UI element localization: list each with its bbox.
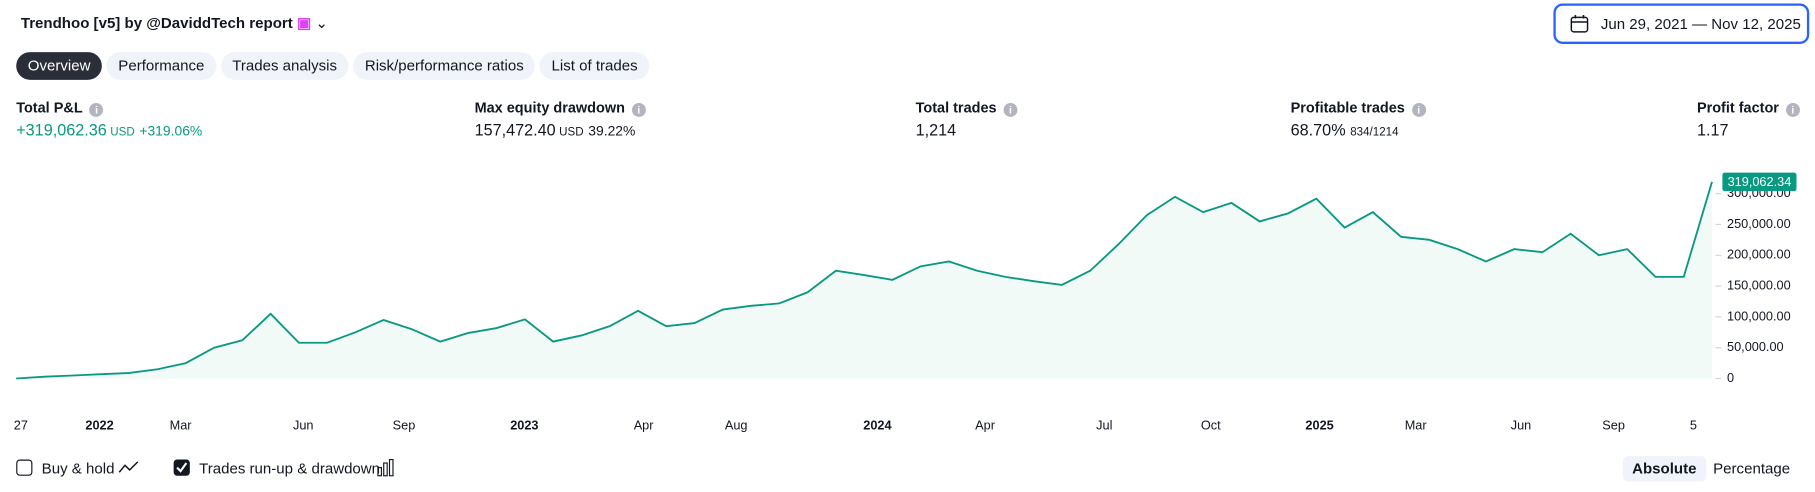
metric-label: Profit factor i (1697, 100, 1800, 117)
x-tick-label: 5 (1690, 417, 1697, 432)
metric-label: Total P&L i (16, 99, 104, 117)
metric-label-text: Profitable trades (1290, 99, 1405, 116)
x-tick-label: Sep (393, 417, 416, 432)
equity-line (16, 181, 1713, 380)
metric-sub: +319.06% (139, 122, 203, 139)
info-icon[interactable]: i (1411, 103, 1426, 117)
metric-sub: 39.22% (588, 122, 636, 139)
metric-label-text: Max equity drawdown (474, 99, 625, 116)
chevron: ⌄ (315, 13, 329, 32)
calendar-icon (1570, 15, 1589, 33)
metric-value-text: 1,214 (915, 120, 957, 139)
metric-label-text: Total P&L (16, 99, 83, 116)
absolute-toggle[interactable]: Absolute (1622, 456, 1706, 482)
x-tick-label: 2024 (863, 417, 891, 432)
metric-value: +319,062.36 USD +319.06% (16, 120, 202, 139)
info-icon[interactable]: i (1785, 103, 1800, 117)
metric-label: Total trades i (916, 100, 1018, 117)
y-tick-label: 200,000.00 (1727, 247, 1791, 262)
metric-label: Max equity drawdown i (475, 100, 646, 117)
x-tick-label: Jun (1511, 417, 1532, 432)
metric-label-text: Profit factor (1696, 99, 1779, 116)
tab[interactable]: Performance (106, 52, 217, 80)
calendar-icon: ▣ (296, 13, 312, 32)
x-tick-label: 2025 (1305, 417, 1333, 432)
metric-label-text: Total trades (915, 99, 997, 116)
y-tick-label: 150,000.00 (1727, 277, 1791, 292)
tab-bar: Overview Performance Trades analysis Risk/p… (16, 52, 650, 80)
buy-hold-checkbox[interactable] (16, 459, 33, 476)
tab[interactable]: List of trades (539, 52, 650, 80)
equity-chart: 0 50,000.00 100,000.00 150,000.00 200,000.00… (14, 172, 1797, 432)
x-tick-label: 2022 (85, 417, 113, 432)
metric-value: 1.17 (1697, 120, 1729, 139)
bars-icon (377, 458, 394, 477)
y-tick-label: 250,000.00 (1727, 216, 1791, 231)
strategy-title[interactable]: Trendhoo [v5] by @DaviddTech report ▣ ⌄ (21, 14, 328, 33)
x-tick-label: Sep (1602, 417, 1625, 432)
date-range-button[interactable]: Jun 29, 2021 — Nov 12, 2025 (1553, 3, 1810, 44)
y-tick-label: 50,000.00 (1727, 339, 1784, 354)
equity-area (16, 181, 1712, 379)
metric-label: Profitable trades i (1291, 100, 1426, 117)
metric-value: 157,472.40 USD 39.22% (475, 120, 636, 139)
metric-value-text: +319,062.36 (16, 120, 107, 139)
last-value-label: 319,062.34 (1728, 174, 1792, 189)
x-tick-label: Apr (634, 417, 655, 432)
date-range-text: Jun 29, 2021 — Nov 12, 2025 (1600, 15, 1801, 33)
metric-value-text: 1.17 (1696, 120, 1729, 139)
tab[interactable]: Risk/performance ratios (353, 52, 536, 80)
title-text: Trendhoo [v5] by @DaviddTech (20, 13, 246, 32)
line-icon (118, 461, 139, 473)
metric-unit: USD (110, 126, 135, 139)
check-mark (176, 462, 188, 473)
metric-value: 1,214 (916, 120, 957, 139)
metric-value-text: 68.70% (1290, 120, 1346, 139)
tab[interactable]: Trades analysis (220, 52, 349, 80)
metric-value-text: 157,472.40 (474, 120, 556, 139)
x-tick-label: Oct (1201, 417, 1221, 432)
x-tick-label: Mar (1405, 417, 1428, 432)
x-tick-label: Aug (725, 417, 748, 432)
info-icon[interactable]: i (89, 103, 104, 117)
report-label: report (249, 13, 293, 32)
buy-hold-label[interactable]: Buy & hold (41, 459, 115, 477)
tab[interactable]: Overview (16, 52, 103, 80)
metric-unit: USD (559, 126, 584, 139)
x-tick-label: 2023 (510, 417, 538, 432)
last-value-badge (1722, 172, 1797, 192)
x-tick-label: Jul (1096, 417, 1112, 432)
x-tick-label: Mar (170, 417, 193, 432)
y-tick-label: 0 (1727, 370, 1734, 385)
runup-checkbox[interactable] (173, 459, 190, 476)
x-tick-label: Apr (975, 417, 996, 432)
metric-value: 68.70% 834/1214 (1291, 120, 1399, 139)
runup-label[interactable]: Trades run-up & drawdown (199, 459, 381, 477)
x-tick-label: 27 (14, 417, 28, 432)
percentage-toggle[interactable]: Percentage (1713, 459, 1791, 477)
metric-sub: 834/1214 (1350, 126, 1399, 139)
y-tick-label: 100,000.00 (1727, 308, 1791, 323)
x-tick-label: Jun (293, 417, 314, 432)
info-icon[interactable]: i (1003, 103, 1018, 117)
info-icon[interactable]: i (631, 103, 646, 117)
